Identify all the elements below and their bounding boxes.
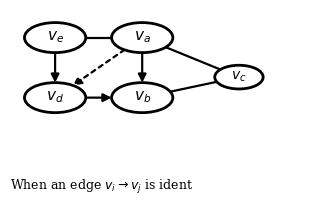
Circle shape [112,83,173,113]
Text: $v_b$: $v_b$ [134,90,151,105]
Text: $v_d$: $v_d$ [46,90,64,105]
Circle shape [112,23,173,53]
Circle shape [25,23,86,53]
Circle shape [215,65,263,89]
Circle shape [25,83,86,113]
Text: When an edge $v_i \rightarrow v_j$ is ident: When an edge $v_i \rightarrow v_j$ is id… [10,178,193,196]
Text: $v_e$: $v_e$ [47,30,64,45]
Text: $v_c$: $v_c$ [231,70,247,84]
Text: $v_a$: $v_a$ [134,30,151,45]
